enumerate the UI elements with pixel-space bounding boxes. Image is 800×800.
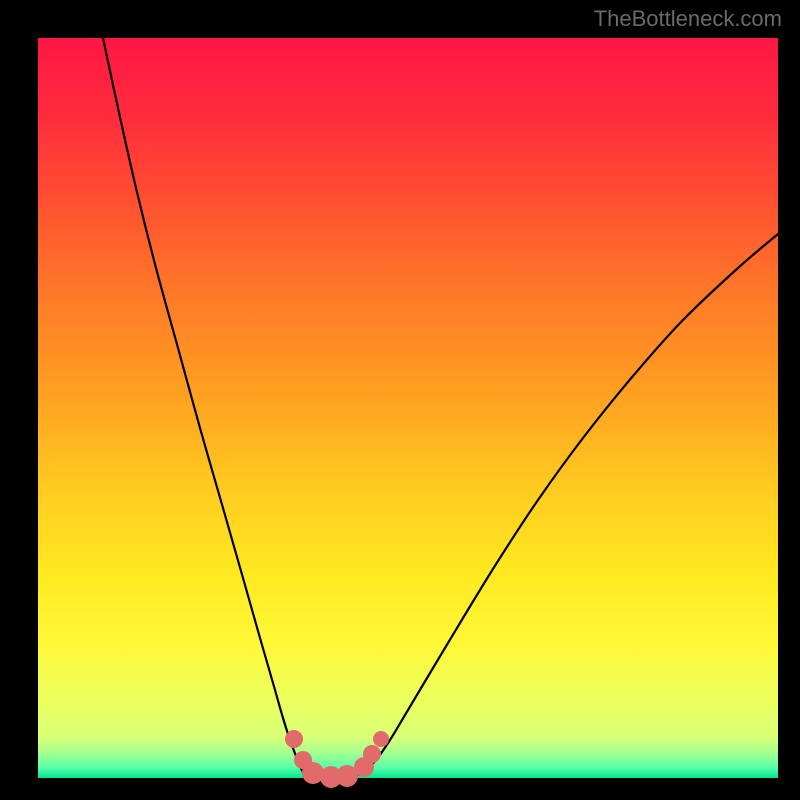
- data-marker: [373, 731, 389, 747]
- plot-area: [38, 38, 778, 778]
- watermark-text: TheBottleneck.com: [594, 6, 782, 32]
- data-marker: [363, 745, 381, 763]
- data-marker: [285, 730, 303, 748]
- bottleneck-curve: [103, 38, 778, 778]
- curve-layer: [38, 38, 778, 778]
